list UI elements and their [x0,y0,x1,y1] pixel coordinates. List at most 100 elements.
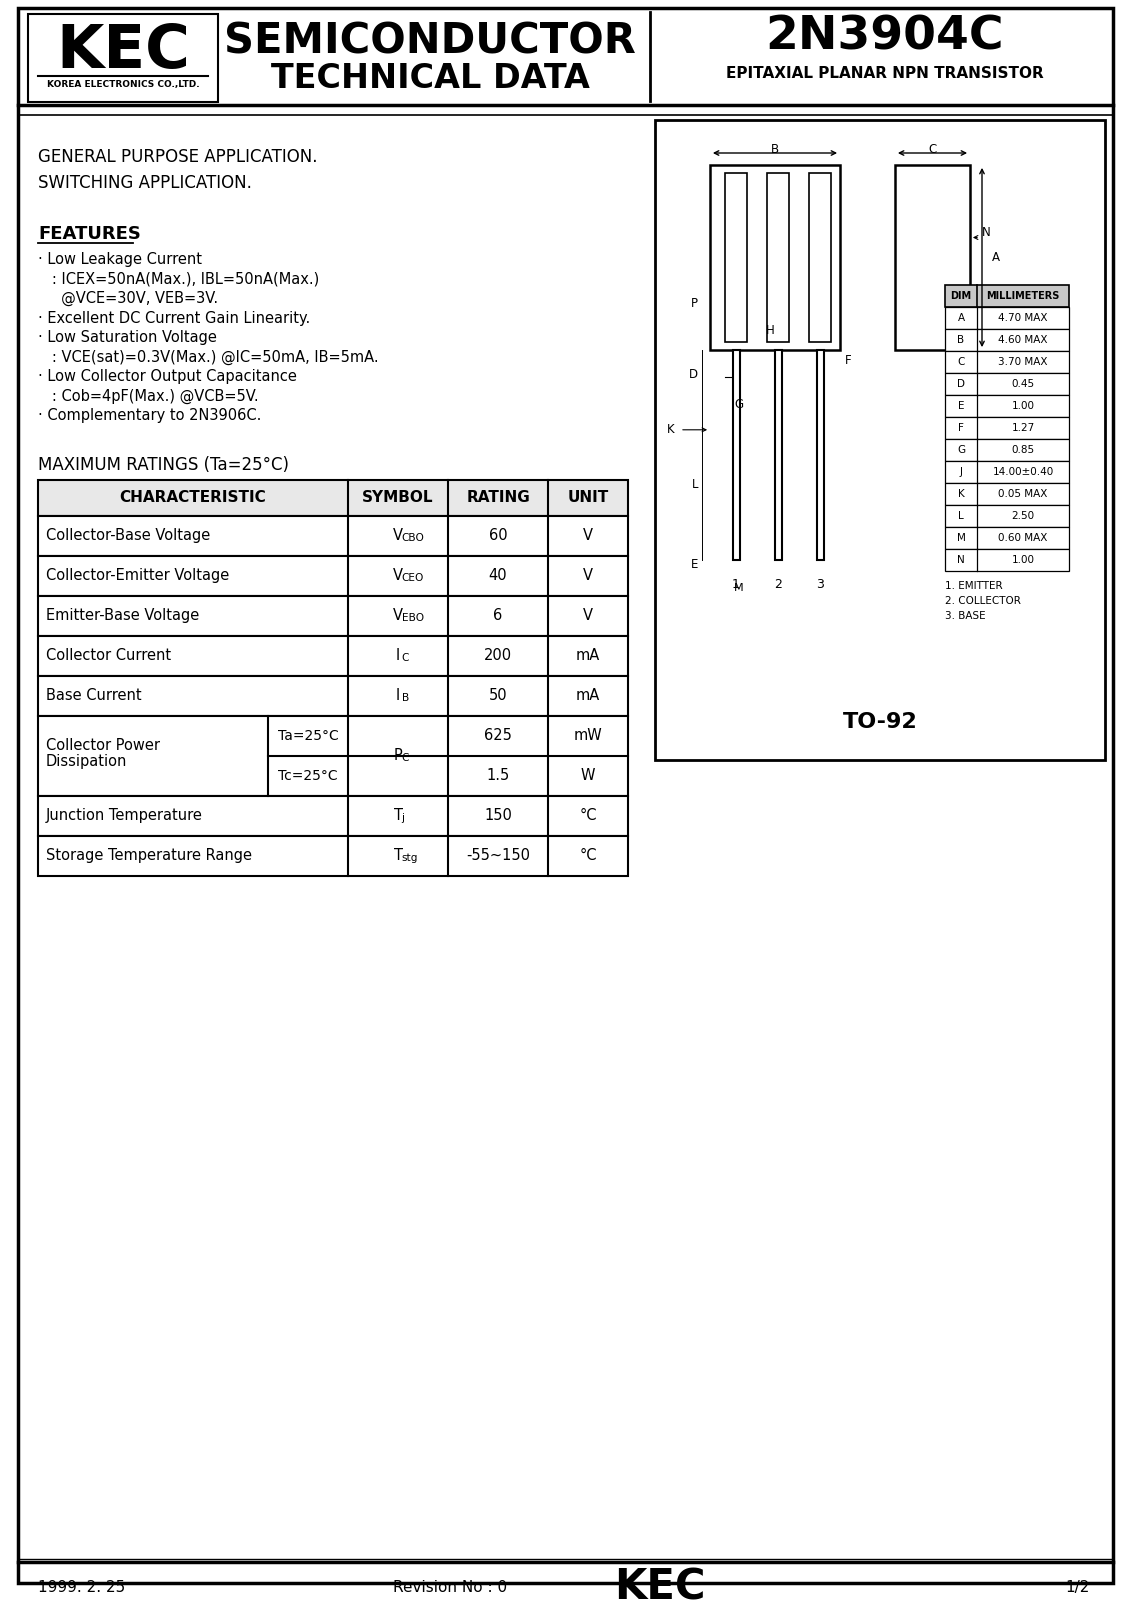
Text: M: M [734,582,743,594]
Text: DIM: DIM [950,291,972,301]
Bar [38,515,628,555]
Text: B: B [402,693,409,702]
Text: 2.50: 2.50 [1011,510,1035,522]
Text: F: F [958,422,964,434]
Text: · Low Collector Output Capacitance: · Low Collector Output Capacitance [38,370,296,384]
Text: -55~150: -55~150 [466,848,530,862]
Bar [809,173,831,342]
Text: V: V [582,528,593,542]
Bar [946,483,1069,506]
Text: GENERAL PURPOSE APPLICATION.: GENERAL PURPOSE APPLICATION. [38,149,318,166]
Bar [38,715,628,795]
Text: V: V [392,568,403,582]
Text: I: I [396,648,400,662]
Text: 0.85: 0.85 [1011,445,1035,454]
Text: 1.5: 1.5 [486,768,510,782]
Text: Storage Temperature Range: Storage Temperature Range [46,848,252,862]
Text: j: j [402,813,405,822]
Text: Tc=25°C: Tc=25°C [278,768,338,782]
Text: G: G [734,398,743,411]
Bar [946,350,1069,373]
Bar [946,438,1069,461]
Bar [946,330,1069,350]
Text: Collector Power: Collector Power [46,738,159,754]
Text: KEC: KEC [57,22,190,82]
Text: KEC: KEC [614,1566,706,1600]
Text: P: P [394,749,403,763]
Text: MAXIMUM RATINGS (Ta=25°C): MAXIMUM RATINGS (Ta=25°C) [38,456,290,474]
Bar [38,635,628,675]
Text: 1999. 2. 25: 1999. 2. 25 [38,1581,126,1595]
Bar [895,165,970,350]
Text: C: C [929,142,936,157]
Text: 3.70 MAX: 3.70 MAX [999,357,1047,366]
Bar [725,173,746,342]
Text: P: P [691,298,698,310]
Bar [946,418,1069,438]
Text: 50: 50 [489,688,508,702]
Text: RATING: RATING [466,490,530,506]
Text: MILLIMETERS: MILLIMETERS [986,291,1060,301]
Text: KOREA ELECTRONICS CO.,LTD.: KOREA ELECTRONICS CO.,LTD. [46,80,199,90]
Text: 1: 1 [732,578,740,590]
Text: M: M [957,533,966,542]
Text: K: K [667,424,675,437]
Bar [946,526,1069,549]
Text: Base Current: Base Current [46,688,141,702]
Text: · Excellent DC Current Gain Linearity.: · Excellent DC Current Gain Linearity. [38,310,310,325]
Text: A: A [992,251,1000,264]
Text: N: N [957,555,965,565]
Bar [946,373,1069,395]
Text: Collector-Base Voltage: Collector-Base Voltage [46,528,210,542]
Text: Collector-Emitter Voltage: Collector-Emitter Voltage [46,568,230,582]
Text: °C: °C [579,808,597,822]
Text: 1/2: 1/2 [1065,1581,1090,1595]
Text: FEATURES: FEATURES [38,226,141,243]
Bar [38,835,628,875]
Text: E: E [958,402,965,411]
Text: 2. COLLECTOR: 2. COLLECTOR [946,595,1021,606]
Text: L: L [691,478,698,491]
Text: SEMICONDUCTOR: SEMICONDUCTOR [224,19,636,62]
Text: 6: 6 [493,608,502,622]
Bar [733,350,740,560]
Text: TO-92: TO-92 [843,712,917,733]
Bar [28,14,218,102]
Bar [38,675,628,715]
Text: SWITCHING APPLICATION.: SWITCHING APPLICATION. [38,174,252,192]
Text: Junction Temperature: Junction Temperature [46,808,202,822]
Text: mA: mA [576,648,601,662]
Text: stg: stg [402,853,418,862]
Text: D: D [689,368,698,381]
Text: 0.05 MAX: 0.05 MAX [999,490,1047,499]
Text: T: T [394,848,403,862]
Bar [817,350,823,560]
Text: Dissipation: Dissipation [46,754,128,770]
Text: D: D [957,379,965,389]
Text: W: W [580,768,595,782]
Text: 2N3904C: 2N3904C [766,14,1004,59]
Text: mW: mW [573,728,603,742]
Text: 1.27: 1.27 [1011,422,1035,434]
Text: · Low Leakage Current: · Low Leakage Current [38,251,202,267]
Bar [946,461,1069,483]
Text: V: V [392,528,403,542]
Text: · Complementary to 2N3906C.: · Complementary to 2N3906C. [38,408,261,422]
Text: CEO: CEO [402,573,424,582]
Text: T: T [394,808,403,822]
Text: C: C [402,754,409,763]
Text: J: J [959,467,962,477]
Text: E: E [691,558,698,571]
Text: L: L [958,510,964,522]
Text: 1. EMITTER: 1. EMITTER [946,581,1002,590]
Bar [38,480,628,515]
Text: 0.45: 0.45 [1011,379,1035,389]
Text: mA: mA [576,688,601,702]
Bar [946,549,1069,571]
Text: V: V [392,608,403,622]
Text: 40: 40 [489,568,508,582]
Bar [946,285,1069,307]
Text: 1.00: 1.00 [1011,402,1035,411]
Text: 625: 625 [484,728,512,742]
Text: 4.60 MAX: 4.60 MAX [999,334,1047,346]
